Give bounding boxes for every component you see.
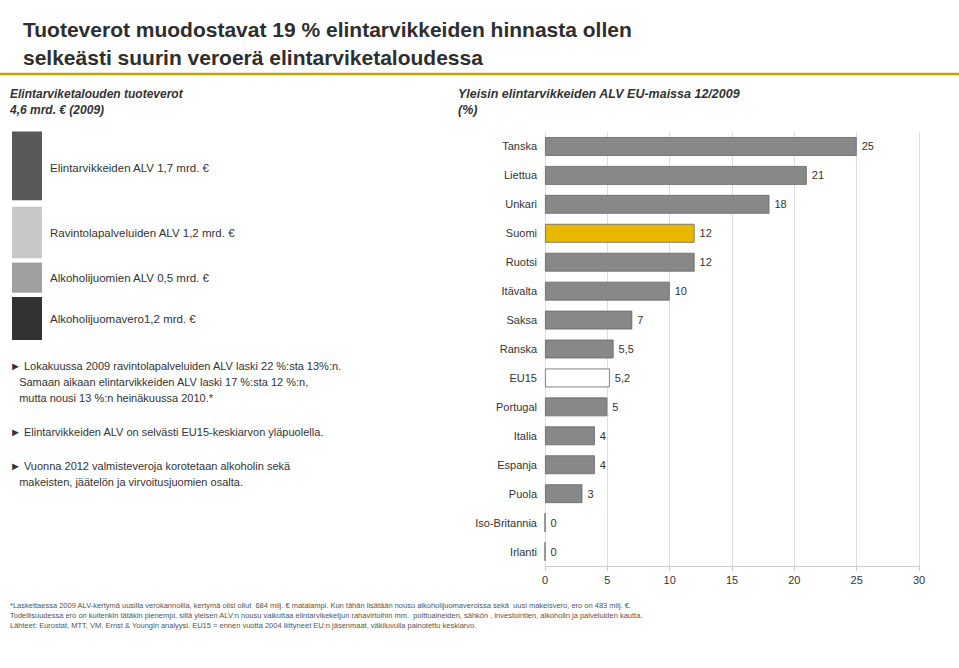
svg-text:Puola: Puola [509,488,538,500]
svg-text:Suomi: Suomi [506,227,537,239]
svg-text:5,5: 5,5 [619,343,634,355]
svg-text:5: 5 [612,401,618,413]
svg-text:mutta nousi 13 %:n heinäkuussa: mutta nousi 13 %:n heinäkuussa 2010.* [10,392,214,404]
svg-text:Ravintolapalveluiden ALV 1,2 m: Ravintolapalveluiden ALV 1,2 mrd. € [50,227,235,239]
svg-text:5,2: 5,2 [615,372,630,384]
svg-text:Itävalta: Itävalta [502,285,538,297]
svg-text:25: 25 [851,574,863,586]
svg-text:Yleisin elintarvikkeiden ALV E: Yleisin elintarvikkeiden ALV EU-maissa 1… [458,87,740,101]
svg-text:Saksa: Saksa [506,314,537,326]
svg-text:Elintarviketalouden tuoteverot: Elintarviketalouden tuoteverot [10,87,184,101]
svg-text:Portugal: Portugal [496,401,537,413]
svg-text:18: 18 [774,198,786,210]
svg-text:Elintarvikkeiden ALV 1,7 mrd.: Elintarvikkeiden ALV 1,7 mrd. € [50,162,210,174]
svg-text:Todellisuudessa ero on kuitenk: Todellisuudessa ero on kuitenkin tätäkin… [10,611,642,620]
svg-text:Ruotsi: Ruotsi [506,256,537,268]
svg-text:EU15: EU15 [509,372,537,384]
svg-text:*Laskettaessa 2009 ALV-kertymä: *Laskettaessa 2009 ALV-kertymä uusilla v… [10,601,631,610]
svg-text:Alkoholijuomien ALV 0,5 mrd. €: Alkoholijuomien ALV 0,5 mrd. € [50,272,210,284]
svg-text:Unkari: Unkari [505,198,537,210]
svg-text:selkeästi suurin veroerä elint: selkeästi suurin veroerä elintarviketalo… [23,46,483,69]
svg-text:0: 0 [550,546,556,558]
svg-text:10: 10 [675,285,687,297]
svg-text:► Lokakuussa 2009 ravintolapal: ► Lokakuussa 2009 ravintolapalveluiden A… [10,360,341,372]
svg-text:3: 3 [587,488,593,500]
svg-text:Liettua: Liettua [504,169,538,181]
svg-text:Alkoholijuomavero1,2 mrd. €: Alkoholijuomavero1,2 mrd. € [50,313,196,325]
svg-text:21: 21 [812,169,824,181]
svg-text:20: 20 [788,574,800,586]
svg-text:12: 12 [700,256,712,268]
svg-text:► Vuonna 2012 valmisteveroja k: ► Vuonna 2012 valmisteveroja korotetaan … [10,460,291,472]
svg-text:(%): (%) [458,103,477,117]
svg-text:Samaan aikaan elintarvikkeiden: Samaan aikaan elintarvikkeiden ALV laski… [10,376,308,388]
svg-text:4,6 mrd. € (2009): 4,6 mrd. € (2009) [9,103,104,117]
svg-text:10: 10 [664,574,676,586]
svg-text:Tuoteverot muodostavat 19 % el: Tuoteverot muodostavat 19 % elintarvikke… [23,18,632,41]
svg-text:Espanja: Espanja [497,459,538,471]
svg-text:7: 7 [637,314,643,326]
svg-text:► Elintarvikkeiden ALV on selv: ► Elintarvikkeiden ALV on selvästi EU15-… [10,426,323,438]
svg-text:makeisten, jäätelön ja virvoit: makeisten, jäätelön ja virvoitusjuomien … [10,476,243,488]
svg-text:25: 25 [862,140,874,152]
svg-text:Irlanti: Irlanti [510,546,537,558]
svg-text:Tanska: Tanska [502,140,538,152]
svg-text:4: 4 [600,459,606,471]
svg-text:4: 4 [600,430,606,442]
svg-text:15: 15 [726,574,738,586]
svg-text:Iso-Britannia: Iso-Britannia [475,517,538,529]
svg-text:Ranska: Ranska [500,343,538,355]
svg-text:5: 5 [604,574,610,586]
svg-text:0: 0 [550,517,556,529]
svg-text:12: 12 [700,227,712,239]
svg-text:Italia: Italia [514,430,538,442]
svg-text:30: 30 [913,574,925,586]
svg-text:0: 0 [542,574,548,586]
svg-text:Lähteet: Eurostat, MTT, VM, Er: Lähteet: Eurostat, MTT, VM, Ernst & Youn… [10,621,476,630]
